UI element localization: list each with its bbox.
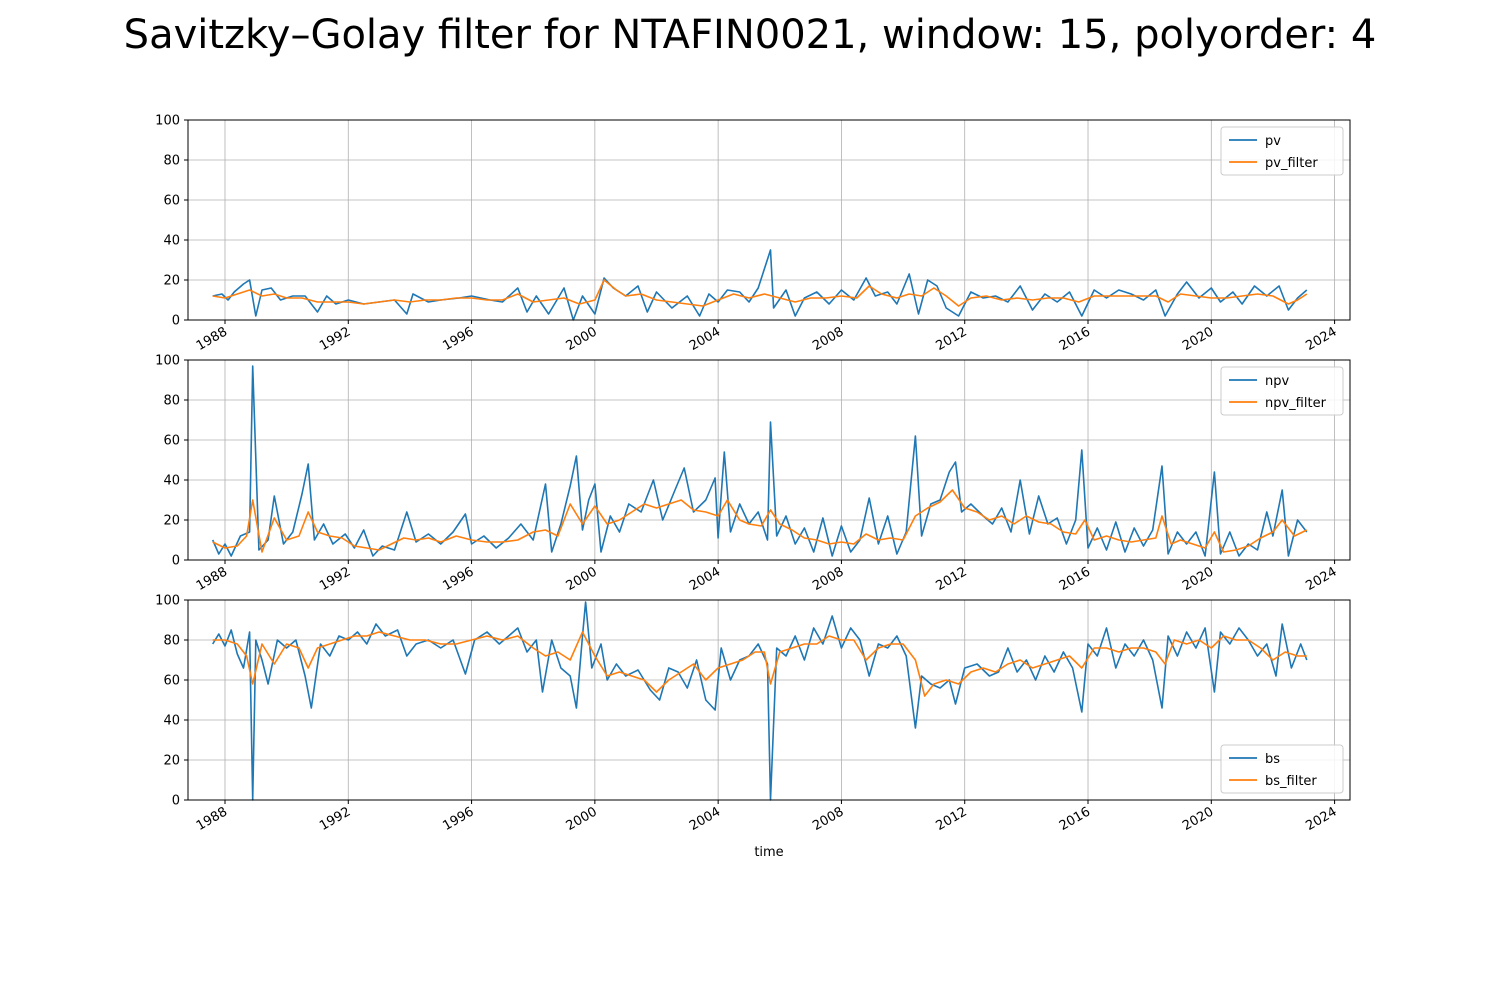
legend-box [1220,744,1344,794]
x-axis-label: time [754,845,783,860]
x-tick-label: 1992 [317,804,353,834]
x-tick-label: 2000 [564,564,600,594]
chart-panel-1: 0 20 40 60 80 100 1988 1992 1996 2000 2004 2008 2012… [155,114,1351,354]
x-tick-label: 2016 [1057,324,1093,354]
legend: bs bs_filter [1220,744,1344,794]
series-line-pv-filter [212,279,1308,307]
y-tick-label: 100 [155,114,180,129]
legend-label: pv [1265,134,1281,149]
x-tick-label: 2024 [1303,564,1339,594]
x-tick-label: 2004 [687,324,723,354]
series-line-pv [212,249,1308,321]
y-tick-label: 20 [163,274,180,289]
y-tick-label: 40 [163,234,180,249]
x-tick-label: 2008 [810,324,846,354]
y-tick-label: 40 [163,474,180,489]
series-line-npv [211,365,1308,557]
x-tick-label: 2016 [1057,564,1093,594]
y-tick-label: 60 [163,674,180,689]
legend-label: npv_filter [1265,396,1327,411]
y-tick-label: 80 [163,154,180,169]
y-tick-label: 40 [163,714,180,729]
y-tick-label: 0 [172,554,180,569]
series-line-bs-filter [212,631,1307,697]
y-tick-label: 80 [163,394,180,409]
figure-title: Savitzky–Golay filter for NTAFIN0021, wi… [123,12,1377,58]
x-tick-label: 2020 [1180,804,1216,834]
plot-frame [187,119,1351,321]
y-tick-label: 0 [172,794,180,809]
legend-label: pv_filter [1265,156,1318,171]
x-tick-label: 2004 [687,804,723,834]
x-tick-label: 2012 [934,804,970,834]
legend-label: bs [1265,752,1280,767]
series-line-bs [212,601,1308,801]
legend: pv pv_filter [1220,126,1344,176]
legend-label: npv [1265,374,1289,389]
x-tick-label: 1988 [194,564,230,594]
legend-box [1220,366,1344,416]
chart-panel-3: 0 20 40 60 80 100 1988 1992 1996 2000 2004 2008 2012… [155,594,1351,834]
x-tick-label: 1996 [440,804,476,834]
x-tick-label: 1996 [440,324,476,354]
x-tick-label: 1992 [317,324,353,354]
x-tick-label: 2008 [810,564,846,594]
x-tick-label: 2020 [1180,324,1216,354]
y-tick-label: 80 [163,634,180,649]
x-tick-label: 1992 [317,564,353,594]
y-tick-label: 100 [155,354,180,369]
y-tick-label: 20 [163,514,180,529]
series-line-npv-filter [212,489,1308,553]
legend-label: bs_filter [1265,774,1317,789]
y-tick-label: 100 [155,594,180,609]
y-tick-label: 20 [163,754,180,769]
x-tick-label: 2012 [934,564,970,594]
x-tick-label: 2000 [564,804,600,834]
x-tick-label: 2024 [1303,324,1339,354]
y-tick-label: 0 [172,314,180,329]
plot-frame [187,599,1351,801]
x-tick-label: 2016 [1057,804,1093,834]
x-tick-label: 1988 [194,324,230,354]
x-tick-label: 2008 [810,804,846,834]
x-tick-label: 1988 [194,804,230,834]
x-tick-label: 2020 [1180,564,1216,594]
legend-box [1220,126,1344,176]
y-tick-label: 60 [163,194,180,209]
x-tick-label: 2004 [687,564,723,594]
chart-panel-2: 0 20 40 60 80 100 1988 1992 1996 2000 2004 2008 2012… [155,354,1351,594]
x-tick-label: 2000 [564,324,600,354]
x-tick-label: 2012 [934,324,970,354]
x-tick-label: 1996 [440,564,476,594]
plot-frame [187,359,1351,561]
x-tick-label: 2024 [1303,804,1339,834]
legend: npv npv_filter [1220,366,1344,416]
y-tick-label: 60 [163,434,180,449]
